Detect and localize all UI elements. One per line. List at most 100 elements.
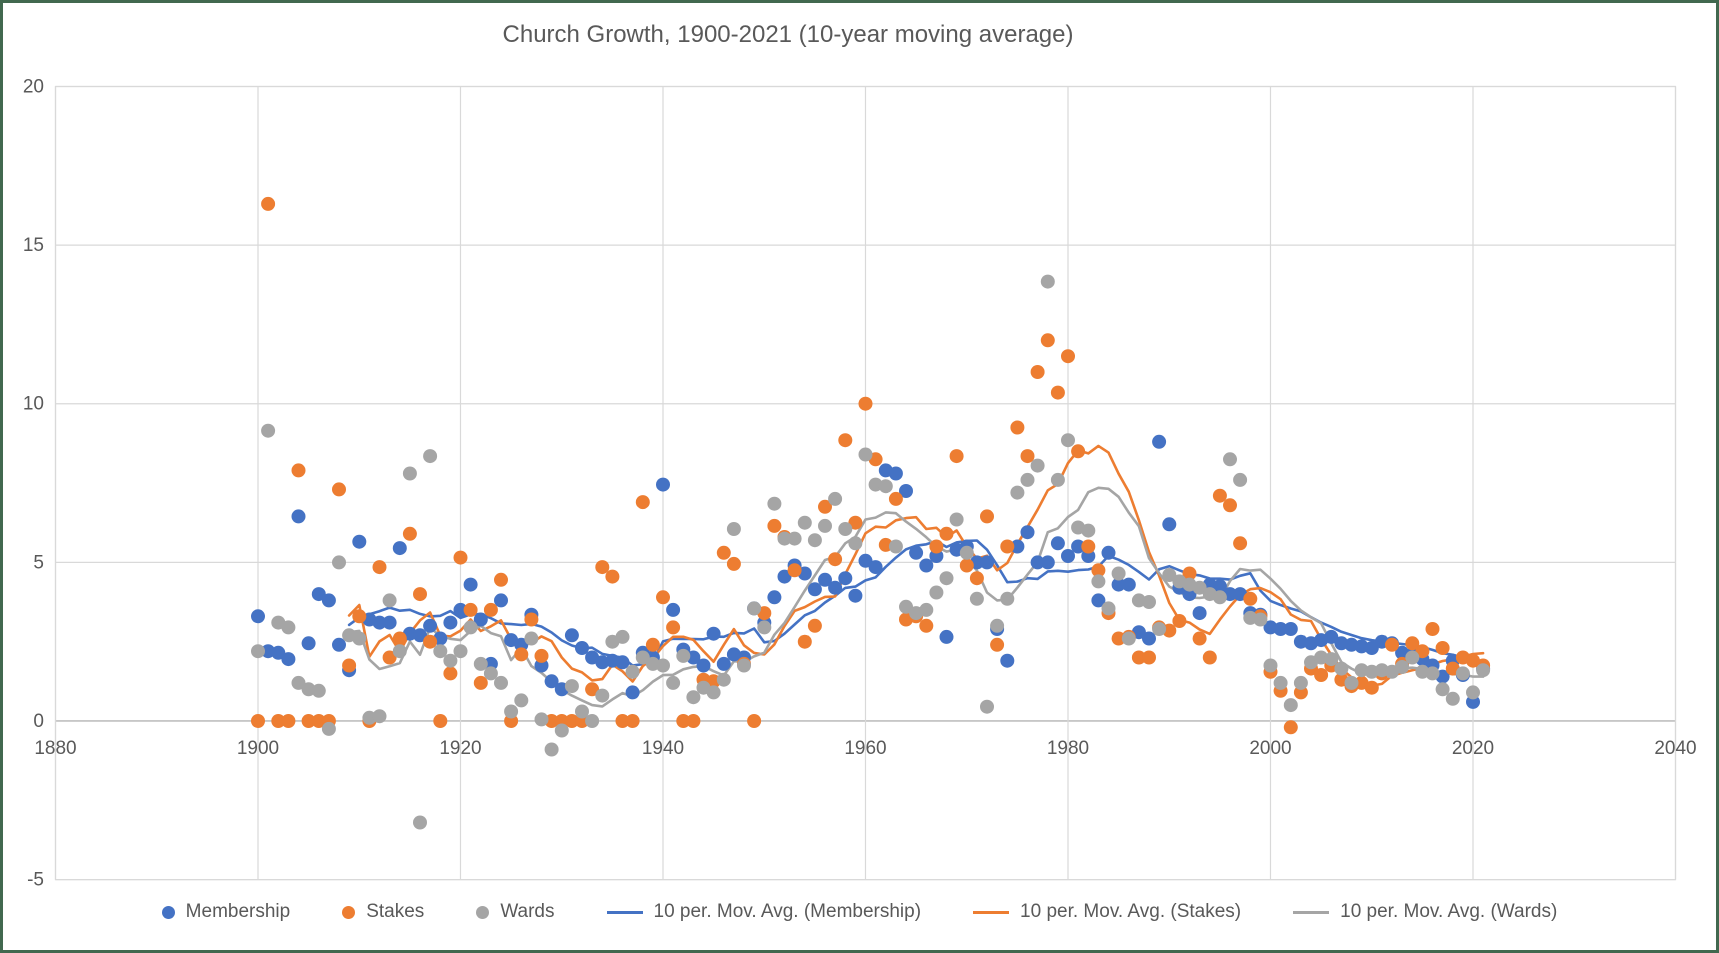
wards-point [575, 704, 589, 719]
stakes-point [1364, 680, 1379, 695]
stakes-point [261, 196, 276, 211]
stakes-point [352, 609, 367, 624]
stakes-point [1223, 498, 1237, 513]
wards-point [686, 690, 701, 705]
wards-point [635, 650, 650, 665]
stakes-point [473, 675, 488, 690]
wards-point [281, 620, 296, 635]
wards-point [1283, 698, 1298, 713]
membership-point [575, 641, 589, 655]
stakes-point [645, 637, 660, 652]
membership-point [321, 593, 336, 608]
wards-point [838, 522, 853, 536]
legend-item-membership[interactable]: Membership [161, 901, 291, 923]
wards-point [1040, 274, 1055, 289]
membership-point [271, 645, 286, 660]
stakes-point [1020, 449, 1035, 464]
wards-point [767, 496, 782, 511]
stakes-point [1030, 365, 1045, 379]
wards-point [1476, 663, 1491, 678]
stakes-point [1040, 333, 1055, 348]
wards-point [311, 683, 326, 698]
membership-point [291, 509, 306, 524]
stakes-point [949, 449, 964, 464]
wards-point [1405, 650, 1420, 665]
y-tick-label: 10 [23, 394, 44, 415]
legend-item-wards[interactable]: Wards [476, 901, 555, 923]
wards-point [878, 479, 893, 494]
stakes-point [585, 682, 600, 697]
membership-point [1142, 631, 1156, 646]
legend-label: 10 per. Mov. Avg. (Wards) [1340, 901, 1558, 922]
wards-point [716, 672, 731, 687]
membership-point [473, 612, 488, 627]
membership-point [332, 637, 346, 652]
wards-point [1212, 590, 1227, 605]
membership-point [1192, 606, 1207, 621]
membership-point [413, 628, 427, 643]
wards-point [564, 679, 579, 694]
wards-point [1223, 452, 1237, 467]
membership-point [818, 572, 832, 587]
wards-point [1121, 631, 1136, 646]
legend-item-mov-avg-wards[interactable]: 10 per. Mov. Avg. (Wards) [1293, 901, 1557, 923]
x-tick-label: 1960 [844, 738, 886, 759]
wards-point [1162, 568, 1177, 582]
stakes-point [1091, 563, 1106, 578]
membership-point [909, 545, 924, 560]
wards-point [291, 675, 306, 690]
stakes-point [1202, 650, 1217, 665]
stakes-point [939, 526, 954, 541]
wards-point [494, 675, 508, 690]
stakes-point [1425, 622, 1440, 636]
membership-point [544, 674, 559, 689]
wards-point [726, 522, 741, 536]
wards-point [1293, 675, 1308, 690]
stakes-point [392, 631, 407, 646]
x-tick-label: 1980 [1047, 738, 1089, 759]
wards-point [1050, 472, 1065, 487]
wards-point [443, 653, 458, 668]
stakes-point [534, 648, 549, 663]
stakes-point [1192, 631, 1207, 646]
wards-point [807, 533, 822, 548]
wards-point [402, 466, 417, 481]
membership-point [534, 658, 549, 673]
membership-point [838, 571, 853, 586]
wards-point [524, 631, 539, 646]
legend-item-mov-avg-stakes[interactable]: 10 per. Mov. Avg. (Stakes) [973, 901, 1241, 923]
membership-point [1324, 629, 1339, 644]
stakes-point [291, 463, 306, 478]
wards-point [595, 688, 610, 703]
membership-point [564, 628, 579, 643]
wards-point [332, 555, 346, 570]
wards-line-swatch [1293, 910, 1330, 914]
wards-point [352, 631, 367, 646]
stakes-point [1233, 536, 1248, 551]
stakes-point [959, 558, 974, 573]
wards-point [706, 685, 721, 700]
plot-area[interactable]: 20 15 10 5 0 -5 1880 1900 1920 1940 1960 1980 2000 20… [3, 3, 1719, 953]
x-tick-label: 2040 [1654, 738, 1696, 759]
membership-point [1071, 539, 1086, 554]
wards-point [1061, 433, 1075, 448]
moving-average-line-membership [347, 539, 1485, 668]
membership-point [1061, 549, 1075, 563]
wards-point [1192, 580, 1207, 595]
chart-title[interactable]: Church Growth, 1900-2021 (10-year moving… [502, 21, 1074, 48]
wards-point [1455, 666, 1470, 681]
legend-label: Membership [185, 901, 291, 922]
stakes-point [818, 499, 832, 514]
stakes-point [311, 714, 326, 728]
stakes-point [595, 560, 610, 575]
wards-point [453, 644, 468, 659]
membership-point [807, 582, 822, 597]
wards-point [980, 699, 994, 714]
stakes-point [483, 602, 498, 617]
chart-legend: Membership Stakes Wards 10 per. Mov. Avg… [3, 901, 1716, 923]
stakes-point [676, 714, 691, 728]
legend-item-mov-avg-membership[interactable]: 10 per. Mov. Avg. (Membership) [606, 901, 921, 923]
stakes-point [787, 563, 802, 578]
legend-item-stakes[interactable]: Stakes [342, 901, 424, 923]
wards-point [1466, 685, 1480, 700]
